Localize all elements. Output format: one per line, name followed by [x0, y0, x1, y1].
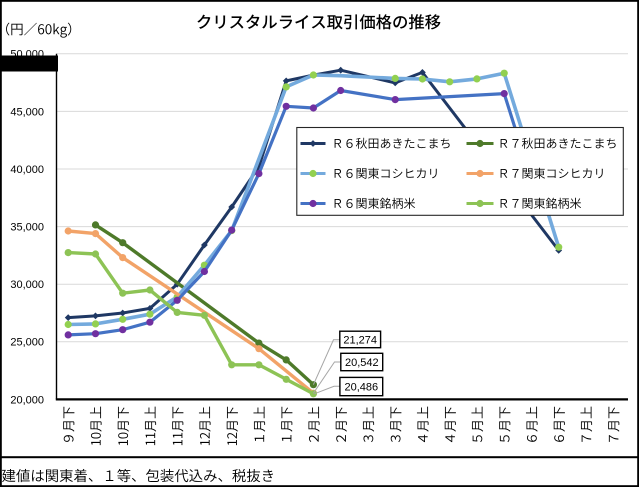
svg-text:20,542: 20,542: [345, 357, 379, 369]
svg-text:40,000: 40,000: [10, 164, 44, 176]
svg-text:30,000: 30,000: [10, 279, 44, 291]
svg-text:20,000: 20,000: [10, 394, 44, 406]
svg-text:21,274: 21,274: [343, 335, 377, 347]
svg-text:25,000: 25,000: [10, 337, 44, 349]
svg-text:35,000: 35,000: [10, 222, 44, 234]
svg-text:20,486: 20,486: [344, 382, 378, 394]
svg-text:45,000: 45,000: [10, 106, 44, 118]
